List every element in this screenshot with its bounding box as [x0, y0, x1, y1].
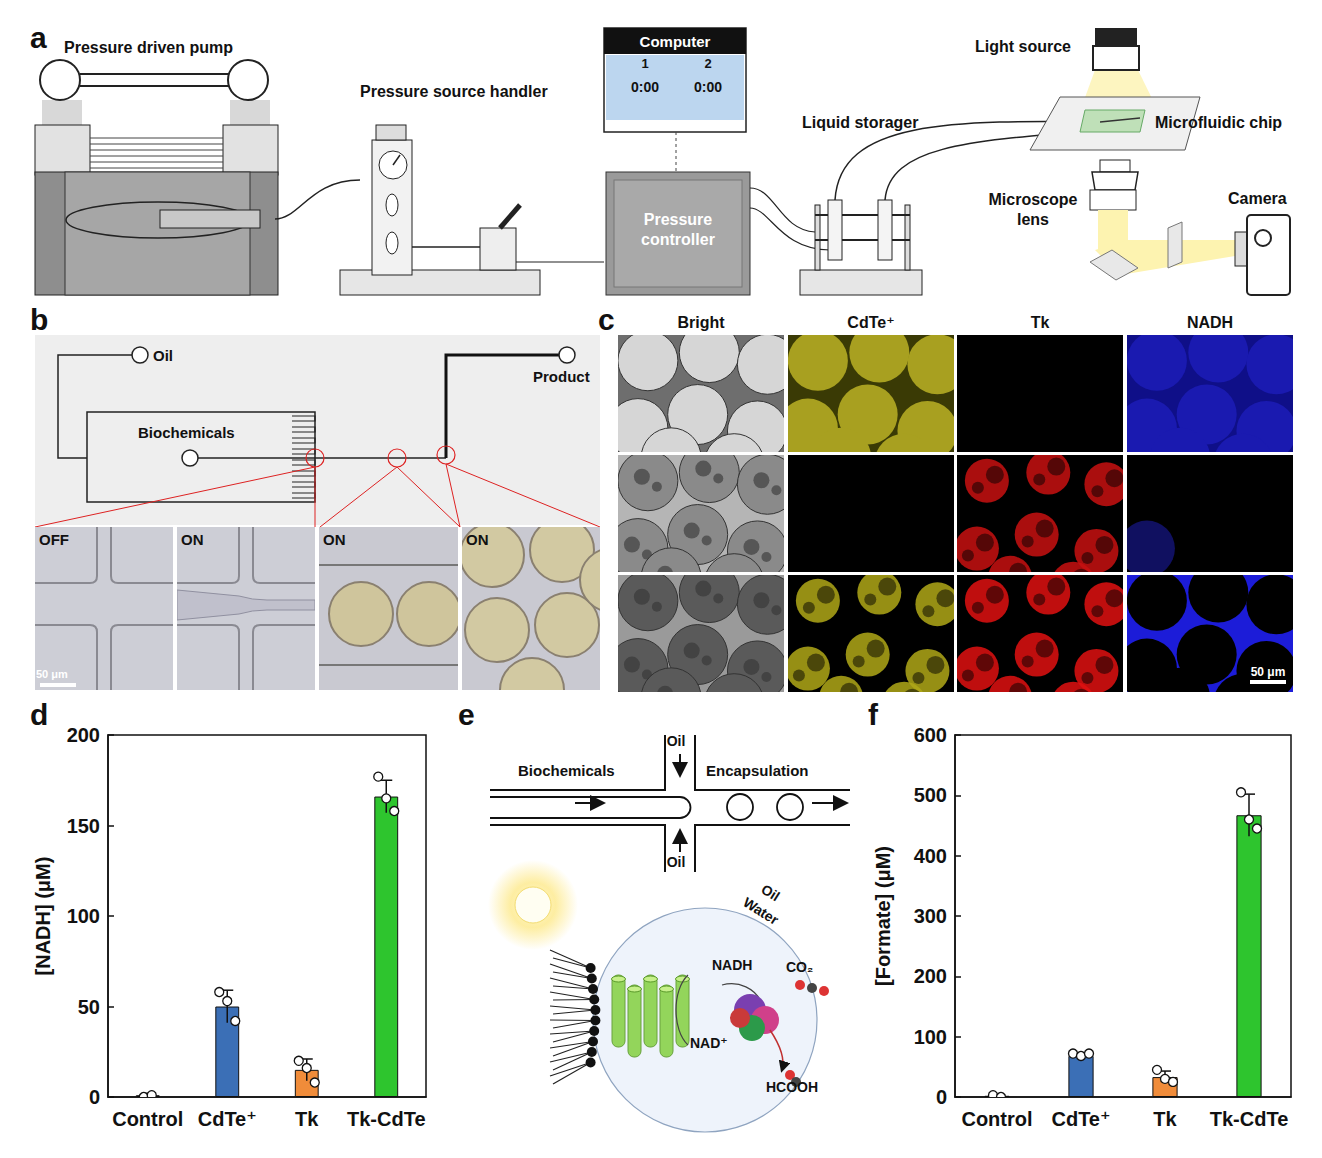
svg-text:Microfluidic chip: Microfluidic chip — [1155, 114, 1282, 131]
svg-text:Liquid storager: Liquid storager — [802, 114, 918, 131]
svg-text:Water: Water — [740, 894, 781, 928]
svg-text:Oil: Oil — [153, 347, 173, 364]
svg-text:Microscope: Microscope — [989, 191, 1078, 208]
svg-text:NADH: NADH — [712, 957, 752, 973]
svg-text:Tk: Tk — [295, 1108, 319, 1130]
svg-text:Computer: Computer — [640, 33, 711, 50]
svg-text:Oil: Oil — [667, 733, 686, 749]
svg-text:2: 2 — [704, 56, 711, 71]
svg-text:Encapsulation: Encapsulation — [706, 762, 809, 779]
svg-text:150: 150 — [67, 815, 100, 837]
svg-text:50 μm: 50 μm — [36, 668, 68, 680]
svg-text:OFF: OFF — [39, 531, 69, 548]
svg-text:CdTe⁺: CdTe⁺ — [198, 1108, 257, 1130]
svg-text:1: 1 — [641, 56, 648, 71]
svg-text:100: 100 — [67, 905, 100, 927]
svg-text:lens: lens — [1017, 211, 1049, 228]
svg-text:0: 0 — [89, 1086, 100, 1108]
svg-text:200: 200 — [67, 724, 100, 746]
svg-text:400: 400 — [914, 845, 947, 867]
svg-text:Tk: Tk — [1153, 1108, 1177, 1130]
svg-text:b: b — [30, 303, 48, 336]
svg-text:Product: Product — [533, 368, 590, 385]
svg-text:0:00: 0:00 — [631, 79, 659, 95]
svg-text:600: 600 — [914, 724, 947, 746]
svg-text:c: c — [598, 303, 615, 336]
svg-text:200: 200 — [914, 965, 947, 987]
svg-text:100: 100 — [914, 1026, 947, 1048]
svg-text:NADH: NADH — [1187, 314, 1233, 331]
svg-text:Control: Control — [961, 1108, 1032, 1130]
svg-text:e: e — [458, 698, 475, 731]
svg-text:CdTe⁺: CdTe⁺ — [847, 314, 894, 331]
svg-text:d: d — [30, 698, 48, 731]
svg-text:Pressure: Pressure — [644, 211, 713, 228]
svg-text:a: a — [30, 21, 47, 54]
svg-text:Biochemicals: Biochemicals — [138, 424, 235, 441]
svg-text:Oil: Oil — [758, 881, 782, 904]
svg-text:f: f — [868, 698, 879, 731]
svg-text:[Formate] (μM): [Formate] (μM) — [872, 846, 894, 986]
svg-text:Biochemicals: Biochemicals — [518, 762, 615, 779]
svg-text:Pressure source handler: Pressure source handler — [360, 83, 548, 100]
svg-text:ON: ON — [181, 531, 204, 548]
svg-text:Camera: Camera — [1228, 190, 1287, 207]
svg-text:Tk: Tk — [1031, 314, 1050, 331]
svg-text:50: 50 — [78, 996, 100, 1018]
svg-text:ON: ON — [323, 531, 346, 548]
svg-text:ON: ON — [466, 531, 489, 548]
svg-text:[NADH] (μM): [NADH] (μM) — [32, 857, 54, 976]
svg-text:0: 0 — [936, 1086, 947, 1108]
svg-text:500: 500 — [914, 784, 947, 806]
svg-text:0:00: 0:00 — [694, 79, 722, 95]
svg-text:Bright: Bright — [677, 314, 725, 331]
svg-text:Light source: Light source — [975, 38, 1071, 55]
svg-text:CO₂: CO₂ — [786, 959, 813, 975]
svg-text:300: 300 — [914, 905, 947, 927]
svg-text:controller: controller — [641, 231, 715, 248]
svg-text:HCOOH: HCOOH — [766, 1079, 818, 1095]
svg-text:Tk-CdTe: Tk-CdTe — [1210, 1108, 1289, 1130]
svg-text:Pressure driven pump: Pressure driven pump — [64, 39, 233, 56]
svg-text:Control: Control — [112, 1108, 183, 1130]
svg-text:NAD⁺: NAD⁺ — [690, 1035, 728, 1051]
svg-text:50 μm: 50 μm — [1251, 665, 1286, 679]
svg-text:Oil: Oil — [667, 854, 686, 870]
svg-text:Tk-CdTe: Tk-CdTe — [347, 1108, 426, 1130]
svg-text:CdTe⁺: CdTe⁺ — [1051, 1108, 1110, 1130]
